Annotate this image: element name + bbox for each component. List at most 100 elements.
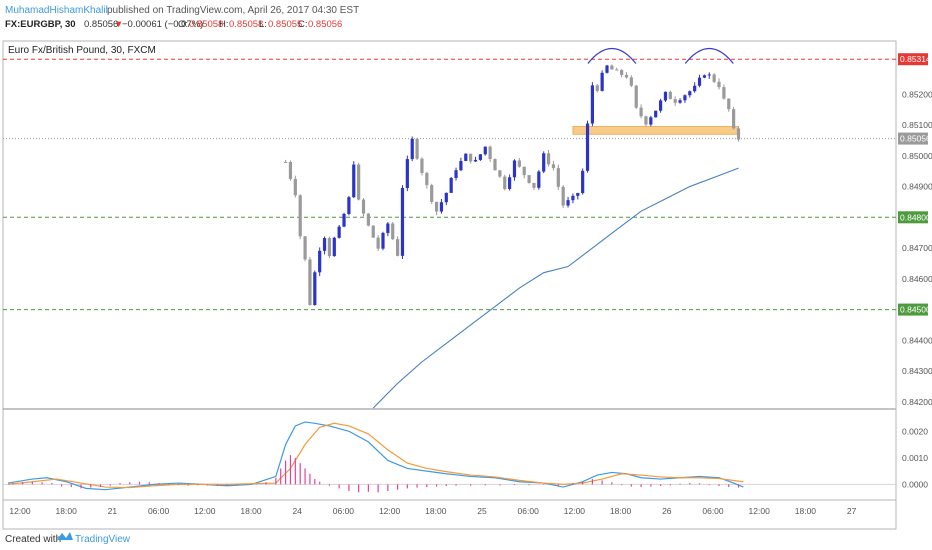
candle-bearish <box>488 146 492 159</box>
price-pane[interactable] <box>3 48 896 409</box>
candle-bullish <box>410 138 414 160</box>
candle-bearish <box>610 65 614 70</box>
close-value: 0.85056 <box>308 19 342 30</box>
candle-bullish <box>678 100 682 103</box>
candle-bullish <box>566 200 570 206</box>
candle-bullish <box>663 91 668 101</box>
change-value: −0.00061 (−0.07%) <box>122 19 203 30</box>
price-label-box <box>898 303 928 316</box>
candle-bullish <box>508 177 512 189</box>
candle-bearish <box>503 176 507 189</box>
time-axis-tick: 06:00 <box>333 506 355 516</box>
candle-bullish <box>683 95 687 101</box>
time-axis-tick: 12:00 <box>194 506 216 516</box>
candle-bullish <box>318 250 322 273</box>
macd-axis-tick: 0.0010 <box>902 453 928 463</box>
price-label: 0.85314 <box>900 54 931 64</box>
candle-bullish <box>347 197 351 214</box>
price-pane-title: Euro Fx/British Pound, 30, FXCM <box>8 45 156 56</box>
price-axis-tick: 0.85000 <box>902 151 932 161</box>
candle-bullish <box>605 65 609 73</box>
candle-bearish <box>517 160 521 167</box>
candle-bearish <box>634 85 638 108</box>
candle-bearish <box>644 116 648 125</box>
footer-tradingview-link[interactable]: TradingView <box>75 534 131 545</box>
tradingview-logo-icon <box>57 532 73 540</box>
time-axis-tick: 12:00 <box>564 506 586 516</box>
author-link[interactable]: MuhamadHishamKhalil <box>5 5 108 16</box>
time-axis-tick: 26 <box>662 506 672 516</box>
candle-bearish <box>732 109 736 129</box>
price-axis-tick: 0.84300 <box>902 366 932 376</box>
candle-bearish <box>293 178 297 196</box>
candle-bearish <box>371 225 375 238</box>
macd-axis-tick: 0.0000 <box>902 479 928 489</box>
candle-bullish <box>444 192 448 203</box>
price-axis-tick: 0.84200 <box>902 397 932 407</box>
price-axis-tick: 0.84600 <box>902 274 932 284</box>
candle-bearish <box>396 239 400 256</box>
candle-bearish <box>620 69 624 75</box>
signal-line <box>7 422 744 489</box>
candle-bullish <box>478 154 482 160</box>
price-label: 0.85056 <box>900 134 931 144</box>
candle-bullish <box>405 159 409 188</box>
candle-bullish <box>542 153 546 172</box>
candle-bearish <box>303 236 307 260</box>
candle-bearish <box>430 185 434 202</box>
candle-bearish <box>736 128 741 140</box>
time-axis-tick: 18:00 <box>56 506 78 516</box>
open-label: O: <box>178 19 188 30</box>
candle-bullish <box>512 160 517 178</box>
candle-bullish <box>697 77 702 86</box>
candle-bullish <box>707 74 711 76</box>
candle-bullish <box>600 72 604 91</box>
candle-bearish <box>546 153 551 165</box>
candle-bearish <box>712 74 716 82</box>
candle-bearish <box>639 107 643 117</box>
candle-bullish <box>658 100 663 111</box>
macd-line <box>7 421 744 491</box>
time-axis-tick: 12:00 <box>9 506 31 516</box>
candle-bearish <box>727 98 731 110</box>
price-axis-tick: 0.84900 <box>902 182 932 192</box>
price-axis-tick: 0.85100 <box>902 120 932 130</box>
time-axis-tick: 12:00 <box>749 506 771 516</box>
candle-bullish <box>649 117 653 125</box>
candle-bearish <box>288 162 293 179</box>
time-axis-tick: 18:00 <box>795 506 817 516</box>
candle-bullish <box>585 123 590 171</box>
price-axis-tick: 0.85200 <box>902 89 932 99</box>
candle-bullish <box>688 91 692 96</box>
candle-bearish <box>668 91 672 100</box>
candle-bullish <box>576 193 580 196</box>
candle-bullish <box>449 177 453 193</box>
candle-bearish <box>527 175 531 183</box>
candle-bearish <box>561 186 565 206</box>
time-axis-tick: 18:00 <box>610 506 632 516</box>
change-down-icon: ▼ <box>114 19 123 30</box>
price-axis-tick: 0.84700 <box>902 243 932 253</box>
candle-bullish <box>702 75 707 78</box>
pattern-arc <box>587 48 637 64</box>
time-axis-tick: 27 <box>847 506 857 516</box>
moving-average-line <box>372 167 739 409</box>
candle-bearish <box>532 182 536 188</box>
candle-bearish <box>391 223 395 240</box>
macd-axis-tick: 0.0020 <box>902 426 928 436</box>
candle-bullish <box>464 153 468 161</box>
candle-bullish <box>332 237 336 257</box>
candle-bullish <box>483 146 487 155</box>
ohlc-legend: FX:EURGBP, 30 0.85056 ▼ −0.00061 (−0.07%… <box>5 19 342 30</box>
candle-bullish <box>581 170 585 194</box>
time-axis-tick: 06:00 <box>518 506 540 516</box>
low-label: L: <box>259 19 267 30</box>
candle-bullish <box>473 159 478 162</box>
candle-bearish <box>629 77 633 86</box>
last-price: 0.85056 <box>84 19 118 30</box>
candle-bearish <box>283 161 288 163</box>
macd-pane[interactable] <box>3 421 896 493</box>
candle-bearish <box>673 99 677 103</box>
candle-bearish <box>624 74 629 78</box>
